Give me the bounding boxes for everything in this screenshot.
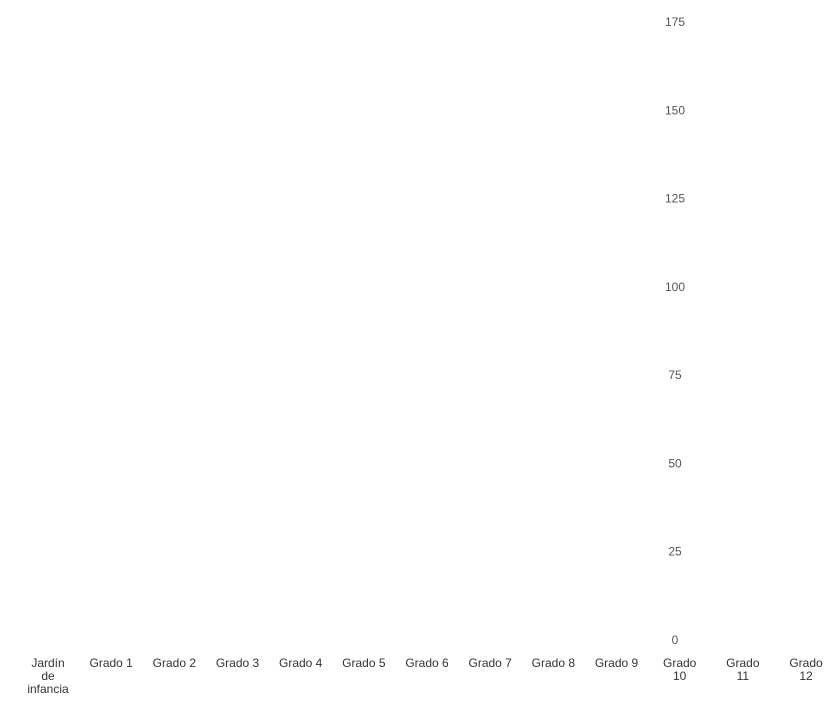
- x-category-label: 11: [737, 669, 750, 683]
- x-category-label: 10: [673, 669, 687, 683]
- x-category-label: de: [41, 669, 55, 683]
- x-category-label: Grado: [789, 656, 823, 670]
- y-tick-label: 25: [668, 545, 682, 559]
- x-category-label: Grado 6: [405, 656, 449, 670]
- x-category-label: Jardín: [31, 656, 64, 670]
- x-category-label: Grado 4: [279, 656, 323, 670]
- x-category-label: Grado 8: [532, 656, 576, 670]
- x-category-label: Grado 2: [153, 656, 197, 670]
- x-category-label: Grado 1: [89, 656, 133, 670]
- x-category-label: 12: [799, 669, 813, 683]
- x-category-label: infancia: [27, 682, 69, 696]
- y-tick-label: 0: [672, 633, 679, 647]
- x-category-label: Grado 5: [342, 656, 386, 670]
- y-tick-label: 125: [665, 192, 685, 206]
- y-tick-label: 75: [668, 368, 682, 382]
- y-tick-label: 50: [668, 456, 682, 470]
- x-category-label: Grado: [663, 656, 697, 670]
- y-tick-label: 175: [665, 15, 685, 29]
- y-tick-label: 100: [665, 280, 685, 294]
- x-category-label: Grado 9: [595, 656, 639, 670]
- x-category-label: Grado: [726, 656, 760, 670]
- x-category-label: Grado 7: [468, 656, 512, 670]
- y-tick-label: 150: [665, 103, 685, 117]
- y-axis-ticks: 0 25 50 75 100 125 150 175: [665, 15, 685, 647]
- x-category-label: Grado 3: [216, 656, 260, 670]
